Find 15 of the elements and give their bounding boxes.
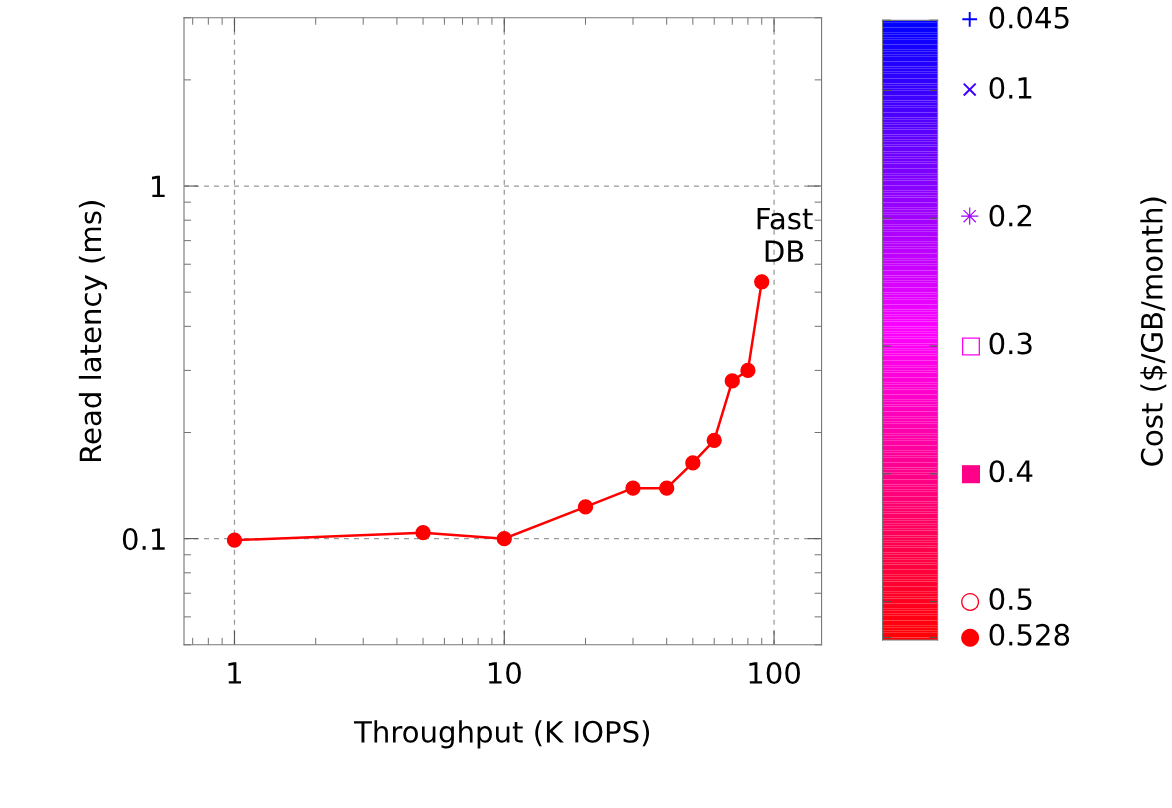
y-axis-title: Read latency (ms): [78, 201, 108, 462]
x-axis-title: Throughput (K IOPS): [353, 720, 650, 749]
x-tick-label: 100: [749, 661, 800, 685]
color-bar-label: × 0.1: [963, 76, 1032, 99]
x-tick-label: 1: [228, 662, 242, 684]
color-bar-label: □ 0.3: [961, 332, 1032, 356]
color-bar-label: ■ 0.4: [961, 460, 1033, 484]
color-bar-label: ● 0.528: [961, 623, 1070, 647]
annotation: Fast DB: [757, 207, 813, 262]
color-bar-label: + 0.045: [962, 6, 1069, 29]
x-tick-label: 10: [488, 661, 521, 685]
color-bar-title: Cost ($/GB/month): [1140, 197, 1167, 466]
color-bar-label: ✳ 0.2: [961, 204, 1032, 227]
y-tick-label: 0.1: [122, 528, 165, 551]
color-bar-label: ○ 0.5: [961, 588, 1032, 612]
